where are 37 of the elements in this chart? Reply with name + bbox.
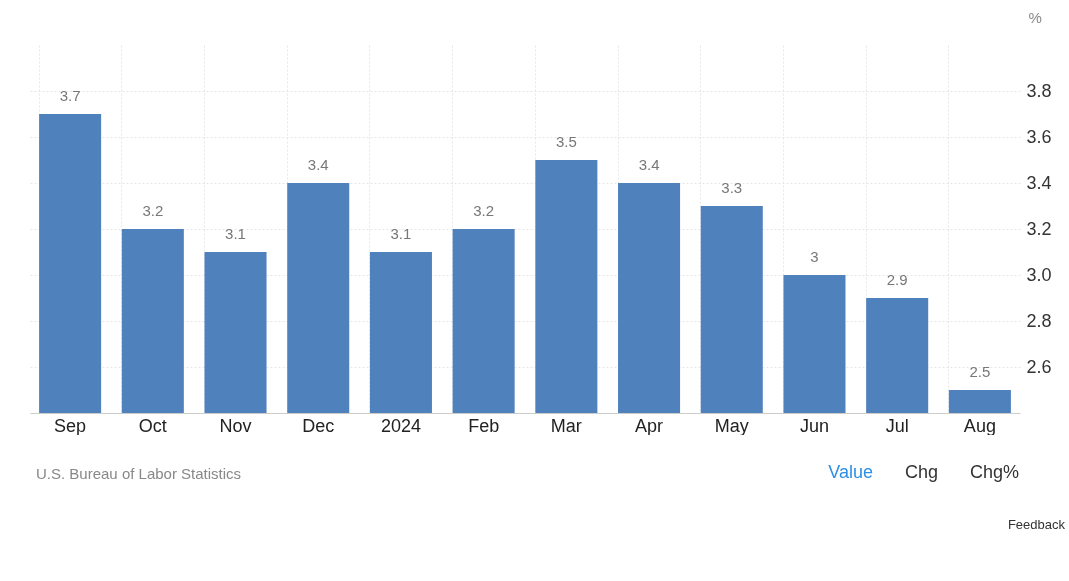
x-tick-label: Dec <box>302 415 335 436</box>
y-tick-label: 2.8 <box>1026 310 1052 331</box>
data-label: 3 <box>810 248 819 265</box>
y-axis-title: % <box>1028 8 1042 26</box>
x-tick-label: Aug <box>963 415 996 436</box>
x-tick-label: Sep <box>54 415 87 436</box>
x-tick-label: May <box>714 415 749 436</box>
data-label: 3.1 <box>225 225 246 242</box>
data-label: 3.1 <box>390 225 412 242</box>
y-tick-label: 2.6 <box>1026 356 1052 377</box>
y-tick-label: 3.8 <box>1026 80 1052 101</box>
x-tick-label: Mar <box>550 415 582 436</box>
data-label: 3.3 <box>721 179 743 196</box>
data-label: 3.4 <box>638 156 660 173</box>
x-tick-label: Nov <box>219 415 252 436</box>
y-tick-label: 3.6 <box>1026 126 1052 147</box>
data-label: 3.4 <box>307 156 329 173</box>
data-label: 3.7 <box>59 87 81 104</box>
data-label: 3.2 <box>473 202 495 219</box>
x-tick-label: Oct <box>138 415 167 436</box>
data-label: 2.9 <box>886 271 908 288</box>
data-label: 3.5 <box>555 133 577 150</box>
text: Feedback <box>1007 517 1065 532</box>
y-tick-label: 3.4 <box>1026 172 1052 193</box>
x-tick-label: Jul <box>885 415 909 436</box>
x-tick-label: Feb <box>468 415 500 436</box>
y-tick-label: 3.2 <box>1026 218 1052 239</box>
data-label: 2.5 <box>969 363 991 380</box>
x-tick-label: Jun <box>799 415 829 436</box>
text: Chg <box>904 462 938 483</box>
y-tick-label: 3.0 <box>1026 264 1052 285</box>
x-tick-label: 2024 <box>380 415 421 436</box>
text: Chg% <box>969 462 1019 483</box>
text: Value <box>828 462 873 483</box>
data-label: 3.2 <box>142 202 164 219</box>
x-tick-label: Apr <box>635 415 664 436</box>
text: U.S. Bureau of Labor Statistics <box>36 465 242 482</box>
